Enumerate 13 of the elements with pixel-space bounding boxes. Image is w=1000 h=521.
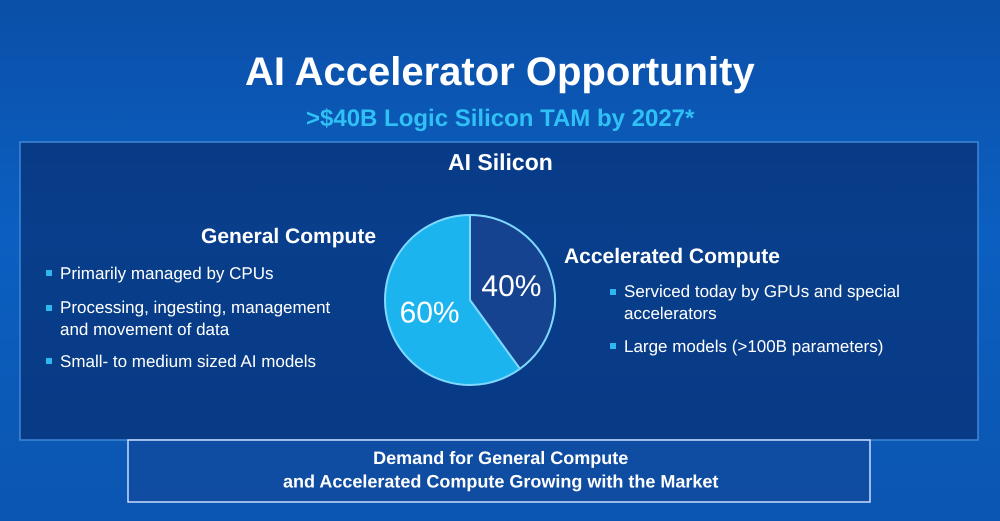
chart-subtitle: >$40B Logic Silicon TAM by 2027* [306,105,696,132]
text: Processing, ingesting, management and movement of data [60,298,331,340]
data-label: 40% [481,270,542,304]
slice-label: General Compute [201,225,376,248]
text: Primarily managed by CPUs [60,264,274,283]
data-label: 60% [400,296,460,330]
slice-label: Accelerated Compute [564,245,780,268]
text: Serviced today by GPUs and special accelerators [624,282,900,324]
chart-title: AI Accelerator Opportunity [245,50,756,94]
text: Large models (>100B parameters) [624,337,884,356]
text: Small- to medium sized AI models [60,352,316,371]
text: Demand for General Compute and Accelerated Compute Growing with the Market [283,448,718,492]
text: AI Silicon [448,149,553,175]
